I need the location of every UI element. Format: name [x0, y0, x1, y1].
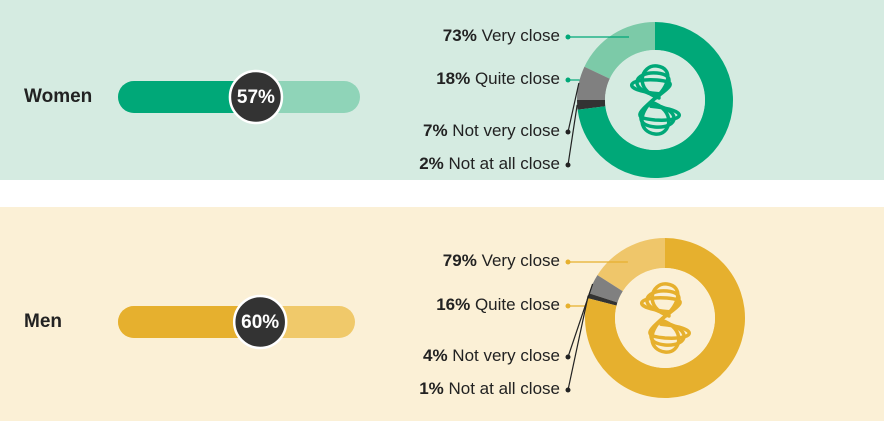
logo-stroke: [640, 296, 691, 340]
leader-dot: [565, 129, 571, 135]
bar-badge: [228, 69, 284, 125]
donut-value-label: 1%: [419, 379, 444, 398]
donut-category-label: Very close: [482, 251, 560, 270]
donut-category-label: Not very close: [452, 346, 560, 365]
leader-dot: [565, 354, 571, 360]
bar-value-label: 57%: [237, 87, 275, 108]
logo: [640, 282, 691, 354]
donut-category-label: Not at all close: [449, 379, 561, 398]
donut-value-label: 73%: [443, 26, 477, 45]
donut-segment: [597, 238, 665, 292]
donut-category-label: Not at all close: [449, 154, 561, 173]
donut-category-label: Not very close: [452, 121, 560, 140]
donut-label: 16% Quite close: [436, 295, 560, 314]
bar-badge: [232, 294, 288, 350]
donut-value-label: 79%: [443, 251, 477, 270]
donut-label: 2% Not at all close: [419, 154, 560, 173]
leader-dot: [565, 387, 571, 393]
bar-fill: [118, 81, 256, 113]
leader-dot: [565, 34, 571, 40]
donut-category-label: Quite close: [475, 295, 560, 314]
leader-line: [567, 104, 578, 166]
bar-fill: [118, 306, 261, 338]
logo-stroke: [630, 78, 681, 122]
leader-dot: [565, 303, 571, 309]
logo: [630, 64, 681, 136]
donut-category-label: Quite close: [475, 69, 560, 88]
donut-label: 18% Quite close: [436, 69, 560, 88]
donut-segment: [585, 238, 746, 398]
leader-dot: [565, 162, 571, 168]
donut-value-label: 18%: [436, 69, 470, 88]
leader-line: [567, 82, 580, 133]
donut-segment: [584, 22, 655, 79]
donut-label: 79% Very close: [443, 251, 560, 270]
donut-segment: [577, 22, 733, 178]
donut-label: 1% Not at all close: [419, 379, 560, 398]
bar-label: Women: [24, 86, 92, 107]
donut-label: 73% Very close: [443, 26, 560, 45]
donut-category-label: Very close: [482, 26, 560, 45]
donut-value-label: 2%: [419, 154, 444, 173]
donut-label: 4% Not very close: [423, 346, 560, 365]
bar-label: Men: [24, 311, 62, 332]
donut-value-label: 7%: [423, 121, 448, 140]
donut-label: 7% Not very close: [423, 121, 560, 140]
bar-value-label: 60%: [241, 312, 279, 333]
leader-dot: [565, 259, 571, 265]
donut-segment: [577, 100, 606, 110]
donut-segment: [587, 293, 618, 306]
leader-line: [567, 295, 589, 391]
donut-segment: [588, 275, 623, 303]
donut-value-label: 16%: [436, 295, 470, 314]
donut-segment: [577, 66, 610, 100]
leader-dot: [565, 77, 571, 83]
donut-value-label: 4%: [423, 346, 448, 365]
